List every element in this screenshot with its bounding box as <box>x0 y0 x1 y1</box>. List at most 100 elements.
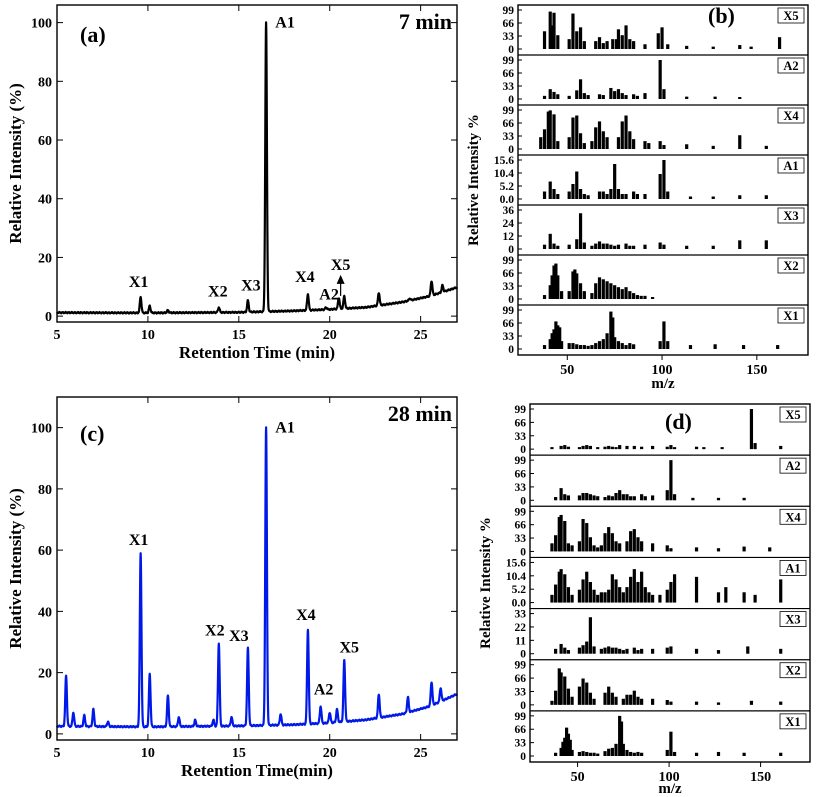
mz-bar <box>640 698 644 705</box>
mz-bar <box>601 43 605 49</box>
mz-bar <box>585 571 589 603</box>
mz-bar <box>575 90 579 99</box>
y-tick-label: 99 <box>515 404 527 416</box>
mz-bar <box>620 93 624 99</box>
y-tick-label: 24 <box>503 218 515 230</box>
mz-bar <box>601 339 605 349</box>
subplot-name-box <box>777 107 805 124</box>
mz-bar <box>550 543 554 552</box>
mz-bar <box>651 543 655 552</box>
peak-label-x5: X5 <box>339 639 359 656</box>
mz-bar <box>550 700 554 705</box>
mz-bar <box>672 751 677 756</box>
y-tick-label: 10.4 <box>494 168 514 180</box>
mz-bar <box>616 29 621 49</box>
trace-line <box>55 426 459 729</box>
mz-bar <box>597 37 602 49</box>
y-tick-label: 0 <box>520 700 526 712</box>
mz-bar <box>575 273 579 299</box>
y-tick-label: 10.4 <box>506 571 526 583</box>
mz-bar <box>716 751 721 756</box>
y-tick-label: 99 <box>515 506 527 518</box>
y-tick-label: 0 <box>508 244 514 256</box>
mz-bar <box>542 191 547 199</box>
peak-label-a2: A2 <box>314 681 334 698</box>
mz-bar <box>694 752 699 756</box>
mz-bar <box>636 751 640 756</box>
mz-bar <box>779 701 783 705</box>
mz-bar <box>554 535 558 552</box>
subplot-name: X3 <box>783 209 798 223</box>
mz-bar <box>590 245 594 249</box>
mz-bar <box>588 752 592 756</box>
mz-bar <box>542 129 547 149</box>
mz-bar <box>592 589 596 603</box>
subplot-name-box <box>779 611 807 627</box>
y-tick-label: 15.6 <box>494 155 514 167</box>
mz-bar <box>624 287 628 299</box>
mz-bar <box>570 594 574 603</box>
mz-bar <box>594 243 598 249</box>
mz-bar <box>610 747 614 756</box>
x-tick-label: 25 <box>414 746 428 761</box>
y-tick-label: 20 <box>38 667 52 682</box>
subplot-name: X3 <box>785 613 800 627</box>
mz-bar <box>635 194 640 199</box>
y-tick-label: 11 <box>515 635 526 647</box>
mz-bar <box>643 496 647 501</box>
mz-bar <box>662 145 666 149</box>
mz-bar <box>742 546 746 552</box>
chart-title: 7 min <box>399 9 452 34</box>
mz-bar <box>567 191 571 199</box>
y-tick-label: 80 <box>38 75 52 90</box>
peak-label-x2: X2 <box>208 283 228 300</box>
mz-bar <box>570 545 574 552</box>
mz-bar <box>672 447 677 450</box>
mz-bar <box>563 445 567 450</box>
mz-bar <box>592 752 596 756</box>
mz-bar <box>616 89 621 99</box>
mz-bar <box>620 289 624 299</box>
mz-bar <box>570 696 574 705</box>
mz-bar <box>711 145 715 149</box>
mz-bar <box>628 131 632 149</box>
mz-bar <box>556 275 560 299</box>
y-tick-label: 0.0 <box>500 194 515 206</box>
mz-bar <box>779 445 783 450</box>
mz-bar <box>636 537 640 552</box>
mz-bar <box>605 243 609 249</box>
mz-bar <box>550 25 554 49</box>
mz-bar <box>665 545 669 552</box>
mz-bar <box>621 592 625 603</box>
mz-bar <box>764 240 768 249</box>
mz-bar <box>542 95 547 99</box>
mz-bar <box>581 518 585 552</box>
mz-bar <box>557 516 561 552</box>
mz-bar <box>563 494 567 501</box>
mz-bar <box>716 497 721 501</box>
mz-bar <box>559 643 563 654</box>
mz-bar <box>554 321 558 349</box>
mz-bar <box>685 45 689 49</box>
subplot-name: A2 <box>783 59 798 73</box>
subplot-name-box <box>777 307 805 324</box>
mz-bar <box>625 648 629 654</box>
mz-bar <box>658 341 662 349</box>
mz-bar <box>669 581 673 603</box>
y-tick-label: 80 <box>38 483 52 498</box>
mz-bar <box>577 541 582 552</box>
mz-bar <box>552 243 556 249</box>
mz-bar <box>614 743 618 756</box>
y-tick-label: 22 <box>515 622 527 634</box>
mz-bar <box>578 189 583 199</box>
mz-bar <box>647 143 651 149</box>
mz-bar <box>594 41 598 49</box>
y-tick-label: 33 <box>515 533 527 545</box>
mz-bar <box>565 727 569 756</box>
y-tick-label: 0 <box>520 751 526 763</box>
x-tick-label: 10 <box>141 328 155 343</box>
mz-bar <box>643 194 647 199</box>
